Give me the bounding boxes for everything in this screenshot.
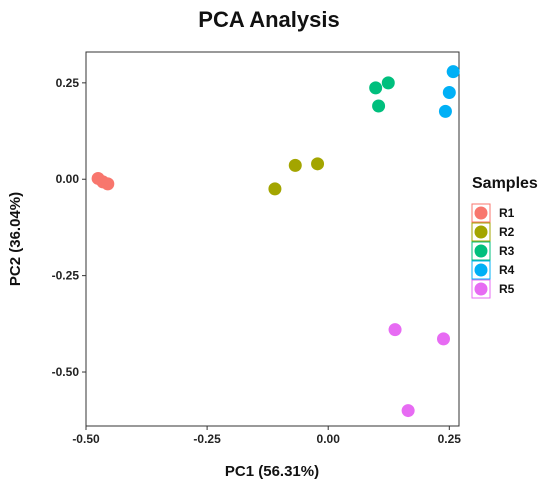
point-r3 — [381, 76, 395, 90]
x-tick-label: -0.25 — [193, 432, 221, 446]
point-r4 — [442, 85, 456, 99]
point-r3 — [372, 99, 386, 113]
legend-label-r3: R3 — [499, 244, 515, 258]
point-r1 — [101, 177, 115, 191]
legend-title: Samples — [472, 175, 538, 192]
x-axis: -0.50 -0.25 0.00 0.25 — [72, 426, 461, 446]
legend-label-r1: R1 — [499, 206, 515, 220]
y-tick-label: 0.00 — [56, 172, 80, 186]
data-points — [91, 65, 460, 418]
legend-dot-r5 — [474, 282, 488, 296]
legend-dot-r2 — [474, 225, 488, 239]
point-r4 — [446, 65, 460, 79]
point-r5 — [436, 332, 450, 346]
legend-dot-r1 — [474, 206, 488, 220]
x-axis-title: PC1 (56.31%) — [225, 463, 319, 480]
x-tick-label: 0.00 — [317, 432, 341, 446]
point-r4 — [438, 104, 452, 118]
point-r5 — [401, 404, 415, 418]
point-r5 — [388, 323, 402, 337]
point-r2 — [268, 182, 282, 196]
point-r2 — [288, 158, 302, 172]
x-tick-label: 0.25 — [438, 432, 462, 446]
y-tick-label: -0.25 — [52, 269, 80, 283]
y-axis: 0.25 0.00 -0.25 -0.50 — [52, 76, 86, 379]
legend-dot-r4 — [474, 263, 488, 277]
y-axis-title: PC2 (36.04%) — [7, 192, 24, 286]
point-r3 — [369, 81, 383, 95]
x-tick-label: -0.50 — [72, 432, 100, 446]
y-tick-label: -0.50 — [52, 365, 80, 379]
legend-label-r5: R5 — [499, 282, 515, 296]
plot-panel — [85, 51, 460, 427]
point-r2 — [311, 157, 325, 171]
legend-label-r4: R4 — [499, 263, 515, 277]
y-tick-label: 0.25 — [56, 76, 80, 90]
legend-label-r2: R2 — [499, 225, 515, 239]
chart-title: PCA Analysis — [198, 7, 339, 32]
legend: Samples R1 R2 R3 R4 R5 — [471, 175, 538, 299]
legend-dot-r3 — [474, 244, 488, 258]
